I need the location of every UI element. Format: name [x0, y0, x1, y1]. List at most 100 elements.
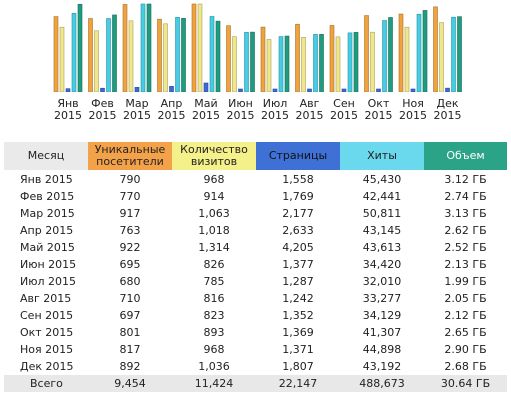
month-label: Фев 2015 [87, 98, 119, 122]
cell-hits: 34,129 [362, 309, 402, 322]
month-label-name: Дек [436, 97, 459, 110]
table-row: Окт 2015 801 893 1,369 41,307 2.65 ГБ [4, 324, 507, 341]
cell-hits: 34,420 [362, 258, 402, 271]
cell-bandwidth: 2.62 ГБ [444, 224, 487, 237]
month-label: Июн 2015 [225, 98, 257, 122]
month-label: Апр 2015 [156, 98, 188, 122]
bar-visits-8 [335, 36, 341, 92]
cell-unique-visitors: 801 [119, 326, 141, 339]
bar-unique_visitors-2 [122, 4, 128, 92]
bar-pages-10 [410, 88, 416, 92]
bar-visits-10 [404, 26, 410, 92]
bar-visits-7 [301, 37, 306, 92]
bar-hits-9 [382, 20, 387, 92]
cell-bandwidth: 2.13 ГБ [444, 258, 487, 271]
cell-bandwidth: 3.12 ГБ [444, 173, 487, 186]
month-label-year: 2015 [157, 109, 186, 122]
bar-bandwidth_gb-0 [77, 3, 83, 92]
cell-month: Май 2015 [20, 241, 75, 254]
bar-hits-10 [416, 13, 422, 92]
bar-hits-8 [347, 32, 353, 92]
bar-bandwidth_gb-11 [457, 16, 462, 92]
cell-hits: 43,613 [362, 241, 402, 254]
table-row: Май 2015 922 1,314 4,205 43,613 2.52 ГБ [4, 239, 507, 256]
bar-visits-4 [197, 3, 203, 92]
month-label: Июл 2015 [259, 98, 291, 122]
bar-unique_visitors-9 [364, 15, 369, 92]
header-month: Месяц [4, 142, 88, 171]
bar-bandwidth_gb-10 [422, 10, 428, 92]
bar-unique_visitors-7 [295, 23, 300, 92]
cell-visits: 968 [203, 173, 225, 186]
cell-pages: 1,807 [282, 360, 314, 373]
table-row: Июл 2015 680 785 1,287 32,010 1.99 ГБ [4, 273, 507, 290]
cell-bandwidth: 2.52 ГБ [444, 241, 487, 254]
bar-unique_visitors-8 [329, 25, 335, 92]
bar-bandwidth_gb-6 [284, 35, 290, 92]
table-row: Сен 2015 697 823 1,352 34,129 2.12 ГБ [4, 307, 507, 324]
bar-hits-11 [451, 16, 456, 92]
cell-visits: 1,063 [198, 207, 230, 220]
month-label-year: 2015 [88, 109, 117, 122]
bar-hits-5 [244, 32, 249, 92]
cell-unique-visitors: 710 [119, 292, 141, 305]
cell-hits: 43,192 [362, 360, 402, 373]
table-row: Фев 2015 770 914 1,769 42,441 2.74 ГБ [4, 188, 507, 205]
cell-visits: 914 [203, 190, 225, 203]
cell-visits: 826 [203, 258, 225, 271]
header-pages: Страницы [256, 142, 340, 171]
month-label: Авг 2015 [294, 98, 326, 122]
bar-bandwidth_gb-3 [181, 18, 186, 92]
header-unique-visitors: Уникальные посетители [88, 142, 172, 171]
month-label-year: 2015 [399, 109, 427, 122]
cell-pages: 1,352 [282, 309, 314, 322]
total-cell-pages: 22,147 [256, 375, 340, 392]
table-row: Ноя 2015 817 968 1,371 44,898 2.90 ГБ [4, 341, 507, 358]
month-label-name: Ноя [402, 97, 424, 110]
cell-month: Фев 2015 [20, 190, 75, 203]
cell-hits: 42,441 [362, 190, 402, 203]
table-row: Июн 2015 695 826 1,377 34,420 2.13 ГБ [4, 256, 507, 273]
total-cell-month: Всего [4, 375, 88, 392]
cell-visits: 785 [203, 275, 225, 288]
cell-pages: 1,769 [282, 190, 314, 203]
cell-pages: 1,242 [282, 292, 314, 305]
bar-pages-9 [376, 88, 381, 92]
month-label-name: Июл [262, 97, 288, 110]
cell-month: Авг 2015 [20, 292, 72, 305]
cell-bandwidth: 2.12 ГБ [444, 309, 487, 322]
cell-month: Окт 2015 [20, 326, 74, 339]
month-label-name: Май [194, 97, 218, 110]
table-row: Апр 2015 763 1,018 2,633 43,145 2.62 ГБ [4, 222, 507, 239]
cell-pages: 2,633 [282, 224, 314, 237]
bar-visits-3 [163, 23, 168, 92]
bar-hits-4 [209, 16, 215, 92]
bar-chart-plot [53, 3, 462, 92]
cell-unique-visitors: 695 [119, 258, 141, 271]
cell-hits: 44,898 [362, 343, 402, 356]
cell-hits: 45,430 [362, 173, 402, 186]
month-label-name: Авг [299, 97, 320, 110]
month-label-year: 2015 [192, 109, 220, 122]
cell-unique-visitors: 790 [119, 173, 141, 186]
cell-visits: 1,314 [198, 241, 230, 254]
bar-bandwidth_gb-7 [319, 34, 324, 92]
cell-unique-visitors: 763 [119, 224, 141, 237]
bar-visits-2 [128, 20, 134, 92]
bar-pages-4 [203, 82, 209, 92]
bar-hits-1 [106, 18, 111, 92]
cell-bandwidth: 2.65 ГБ [444, 326, 487, 339]
month-label-year: 2015 [123, 109, 151, 122]
bar-hits-2 [140, 3, 146, 92]
cell-pages: 4,205 [282, 241, 314, 254]
table-header-row: Месяц Уникальные посетители Количество виз… [4, 142, 507, 171]
bar-bandwidth_gb-5 [250, 31, 255, 92]
cell-unique-visitors: 680 [119, 275, 141, 288]
month-label-year: 2015 [330, 109, 358, 122]
cell-month: Дек 2015 [20, 360, 74, 373]
month-label-name: Мар [125, 97, 149, 110]
cell-month: Июл 2015 [20, 275, 77, 288]
cell-month: Апр 2015 [20, 224, 74, 237]
cell-month: Сен 2015 [20, 309, 74, 322]
cell-bandwidth: 2.05 ГБ [444, 292, 487, 305]
